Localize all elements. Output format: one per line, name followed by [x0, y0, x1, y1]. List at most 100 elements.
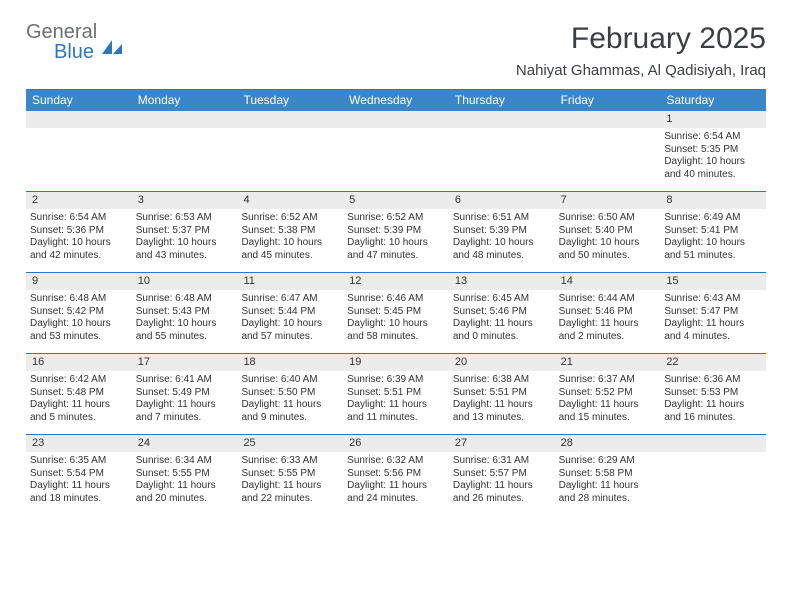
day-cell: 15 Sunrise: 6:43 AMSunset: 5:47 PMDayligh… [660, 273, 766, 353]
day-number: 27 [449, 435, 555, 452]
cell-text: Daylight: 10 hours and 53 minutes. [30, 318, 128, 343]
day-number [555, 111, 661, 128]
day-cell [660, 435, 766, 515]
cell-text: Sunset: 5:41 PM [664, 225, 762, 238]
cell-text: Daylight: 11 hours and 5 minutes. [30, 399, 128, 424]
cell-text: Sunrise: 6:38 AM [453, 374, 551, 387]
day-cell: 6Sunrise: 6:51 AMSunset: 5:39 PMDaylight… [449, 192, 555, 272]
day-number: 11 [237, 273, 343, 290]
day-cell: 5Sunrise: 6:52 AMSunset: 5:39 PMDaylight… [343, 192, 449, 272]
cell-text: Sunrise: 6:40 AM [241, 374, 339, 387]
day-number [237, 111, 343, 128]
cell-text: Daylight: 11 hours and 15 minutes. [559, 399, 657, 424]
day-cell: 2 Sunrise: 6:54 AMSunset: 5:36 PMDaylight… [26, 192, 132, 272]
day-number: 1 [660, 111, 766, 128]
week-row: 9Sunrise: 6:48 AMSunset: 5:42 PMDaylight… [26, 273, 766, 354]
day-cell: 27Sunrise: 6:31 AMSunset: 5:57 PMDayligh… [449, 435, 555, 515]
day-cell [26, 111, 132, 191]
logo-word-1: General [26, 22, 97, 42]
day-number: 22 [660, 354, 766, 371]
day-cell: 7Sunrise: 6:50 AMSunset: 5:40 PMDaylight… [555, 192, 661, 272]
cell-text: Sunset: 5:38 PM [241, 225, 339, 238]
day-cell: 16Sunrise: 6:42 AMSunset: 5:48 PMDayligh… [26, 354, 132, 434]
cell-text: Sunset: 5:43 PM [136, 306, 234, 319]
cell-text: Daylight: 11 hours and 7 minutes. [136, 399, 234, 424]
day-number: 16 [26, 354, 132, 371]
cell-text: Sunrise: 6:32 AM [347, 455, 445, 468]
day-header: Friday [555, 90, 661, 111]
cell-text: Daylight: 11 hours and 18 minutes. [30, 480, 128, 505]
cell-text: Daylight: 11 hours and 24 minutes. [347, 480, 445, 505]
title-block: February 2025 Nahiyat Ghammas, Al Qadisi… [516, 22, 766, 79]
day-cell [555, 111, 661, 191]
cell-text: Sunset: 5:37 PM [136, 225, 234, 238]
cell-text: Sunset: 5:53 PM [664, 387, 762, 400]
cell-text: Sunrise: 6:54 AM [30, 212, 128, 225]
cell-text: Daylight: 10 hours and 45 minutes. [241, 237, 339, 262]
day-number [449, 111, 555, 128]
logo-word-2: Blue [54, 42, 97, 62]
day-number [343, 111, 449, 128]
cell-text: Sunrise: 6:37 AM [559, 374, 657, 387]
day-number: 7 [555, 192, 661, 209]
day-number: 18 [237, 354, 343, 371]
day-cell [132, 111, 238, 191]
cell-text: Daylight: 10 hours and 58 minutes. [347, 318, 445, 343]
cell-text: Daylight: 10 hours and 47 minutes. [347, 237, 445, 262]
day-cell: 23Sunrise: 6:35 AMSunset: 5:54 PMDayligh… [26, 435, 132, 515]
logo: General Blue [26, 22, 124, 62]
cell-text: Sunrise: 6:31 AM [453, 455, 551, 468]
cell-text: Sunrise: 6:44 AM [559, 293, 657, 306]
day-cell: 12Sunrise: 6:46 AMSunset: 5:45 PMDayligh… [343, 273, 449, 353]
day-number: 9 [26, 273, 132, 290]
cell-text: Sunrise: 6:50 AM [559, 212, 657, 225]
cell-text: Sunrise: 6:36 AM [664, 374, 762, 387]
cell-text: Daylight: 10 hours and 51 minutes. [664, 237, 762, 262]
cell-text: Sunset: 5:47 PM [664, 306, 762, 319]
day-number: 20 [449, 354, 555, 371]
day-cell: 9Sunrise: 6:48 AMSunset: 5:42 PMDaylight… [26, 273, 132, 353]
cell-text: Sunrise: 6:51 AM [453, 212, 551, 225]
cell-text: Daylight: 11 hours and 13 minutes. [453, 399, 551, 424]
day-cell [237, 111, 343, 191]
cell-text: Sunrise: 6:34 AM [136, 455, 234, 468]
day-cell: 13Sunrise: 6:45 AMSunset: 5:46 PMDayligh… [449, 273, 555, 353]
cell-text: Sunrise: 6:42 AM [30, 374, 128, 387]
day-number: 2 [26, 192, 132, 209]
day-cell: 20 Sunrise: 6:38 AMSunset: 5:51 PMDayligh… [449, 354, 555, 434]
day-cell: 28Sunrise: 6:29 AMSunset: 5:58 PMDayligh… [555, 435, 661, 515]
cell-text: Daylight: 11 hours and 20 minutes. [136, 480, 234, 505]
cell-text: Sunset: 5:55 PM [241, 468, 339, 481]
day-cell [343, 111, 449, 191]
cell-text: Sunrise: 6:43 AM [664, 293, 762, 306]
day-number: 15 [660, 273, 766, 290]
cell-text: Daylight: 10 hours and 50 minutes. [559, 237, 657, 262]
day-number: 17 [132, 354, 238, 371]
cell-text: Sunset: 5:52 PM [559, 387, 657, 400]
day-number: 4 [237, 192, 343, 209]
cell-text: Daylight: 10 hours and 42 minutes. [30, 237, 128, 262]
cell-text: Sunset: 5:36 PM [30, 225, 128, 238]
week-row: 2Sunrise: 6:54 AMSunset: 5:36 PMDaylight… [26, 192, 766, 273]
day-number [132, 111, 238, 128]
cell-text: Daylight: 11 hours and 9 minutes. [241, 399, 339, 424]
cell-text: Sunset: 5:58 PM [559, 468, 657, 481]
cell-text: Sunrise: 6:41 AM [136, 374, 234, 387]
day-header: Thursday [449, 90, 555, 111]
day-header: Sunday [26, 90, 132, 111]
day-cell [449, 111, 555, 191]
cell-text: Sunset: 5:46 PM [453, 306, 551, 319]
day-number: 19 [343, 354, 449, 371]
cell-text: Sunset: 5:49 PM [136, 387, 234, 400]
day-cell: 1Sunrise: 6:54 AMSunset: 5:35 PMDaylight… [660, 111, 766, 191]
header: General Blue February 2025 Nahiyat Ghamm… [26, 22, 766, 79]
day-number: 25 [237, 435, 343, 452]
day-cell: 22Sunrise: 6:36 AMSunset: 5:53 PMDayligh… [660, 354, 766, 434]
cell-text: Sunset: 5:51 PM [453, 387, 551, 400]
day-number: 21 [555, 354, 661, 371]
cell-text: Daylight: 11 hours and 28 minutes. [559, 480, 657, 505]
cell-text: Sunrise: 6:33 AM [241, 455, 339, 468]
cell-text: Daylight: 11 hours and 4 minutes. [664, 318, 762, 343]
day-number: 26 [343, 435, 449, 452]
cell-text: Sunrise: 6:35 AM [30, 455, 128, 468]
